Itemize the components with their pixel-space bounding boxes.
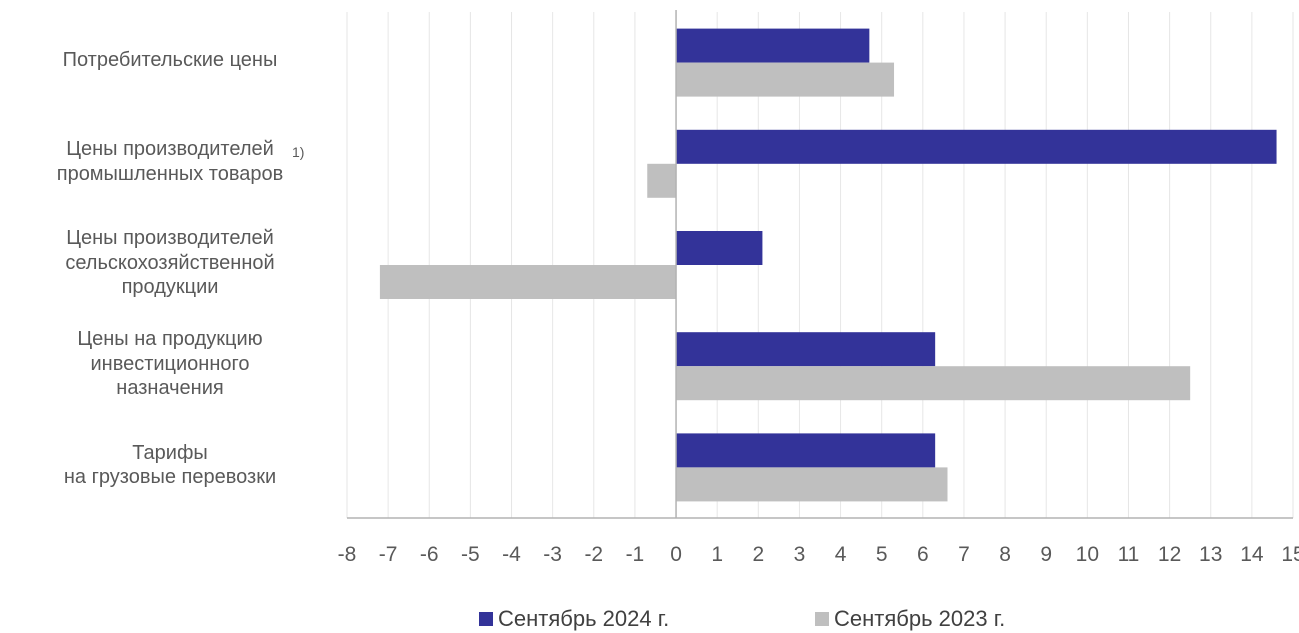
legend-swatch-series-1 [479, 612, 493, 626]
bar-series-2-cat-4 [676, 366, 1191, 401]
footnote-marker: 1) [292, 143, 305, 160]
x-tick-label: 3 [794, 543, 806, 566]
bar-series-2-cat-5 [676, 467, 948, 502]
category-label: Тарифы на грузовые перевозки [63, 441, 277, 489]
x-tick-label: 7 [958, 543, 970, 566]
category-label: Цены на продукцию инвестиционного назнач… [77, 328, 263, 400]
legend-label-series-1: Сентябрь 2024 г. [498, 606, 670, 631]
x-tick-label: 11 [1118, 543, 1140, 566]
legend-swatch-series-2 [815, 612, 829, 626]
x-tick-label: 9 [1040, 543, 1052, 566]
legend-item-series-1: Сентябрь 2024 г. [479, 606, 669, 632]
x-tick-label: 8 [999, 543, 1011, 566]
x-tick-label: 4 [835, 543, 847, 566]
x-tick-label: -5 [461, 543, 480, 566]
x-tick-label: 1 [711, 543, 723, 566]
x-tick-label: 5 [876, 543, 888, 566]
x-tick-label: -3 [543, 543, 562, 566]
x-tick-label: -7 [379, 543, 398, 566]
bar-series-2-cat-3 [379, 265, 677, 299]
category-label: Цены производителей сельскохозяйственной… [65, 227, 275, 299]
x-tick-label: -6 [420, 543, 439, 566]
x-tick-label: -1 [626, 543, 645, 566]
x-tick-label: -2 [584, 543, 603, 566]
bar-series-1-cat-5 [676, 433, 936, 468]
x-tick-label: -4 [502, 543, 521, 566]
category-label: Цены производителей промышленных товаров [56, 138, 284, 185]
legend-label-series-2: Сентябрь 2023 г. [834, 606, 1006, 631]
x-tick-label: 14 [1240, 543, 1264, 566]
legend-item-series-2: Сентябрь 2023 г. [815, 606, 1005, 632]
bar-series-1-cat-3 [676, 231, 763, 265]
bar-series-1-cat-4 [676, 332, 936, 367]
x-tick-labels: -8 -7 -6 -5 -4 -3 -2 -1 0 1 2 3 4 5 6 7 8 9 10 11 12 13 14 15 [338, 543, 1299, 566]
x-tick-label: 2 [752, 543, 764, 566]
category-label: Потребительские цены [62, 49, 278, 72]
bar-series-1-cat-2 [676, 129, 1277, 164]
bars [379, 28, 1277, 502]
x-tick-label: 15 [1281, 543, 1299, 566]
x-tick-label: 0 [670, 543, 682, 566]
bar-series-2-cat-2 [647, 163, 677, 198]
x-tick-label: 6 [917, 543, 929, 566]
axes [347, 10, 1293, 519]
bar-series-2-cat-1 [676, 62, 895, 97]
x-tick-label: 10 [1076, 543, 1099, 566]
x-tick-label: -8 [338, 543, 357, 566]
bar-series-1-cat-1 [676, 28, 870, 63]
x-tick-label: 13 [1199, 543, 1222, 566]
x-tick-label: 12 [1158, 543, 1181, 566]
